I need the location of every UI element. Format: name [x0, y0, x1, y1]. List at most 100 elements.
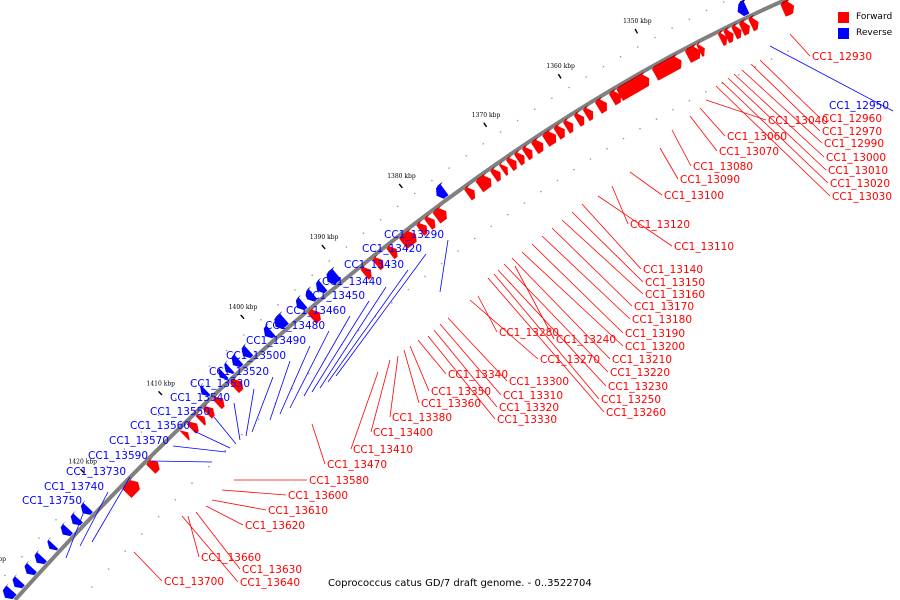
gene-label-cc1-13240[interactable]: CC1_13240 — [556, 334, 616, 346]
forward-gene-arrow[interactable] — [595, 99, 607, 114]
reverse-gene-arrow[interactable] — [2, 585, 17, 600]
reverse-gene-arrow[interactable] — [436, 184, 449, 199]
forward-gene-arrow[interactable] — [563, 120, 574, 134]
forward-gene-arrow[interactable] — [186, 421, 199, 434]
forward-gene-arrow[interactable] — [748, 17, 759, 32]
gene-label-cc1-13740[interactable]: CC1_13740 — [44, 481, 104, 493]
forward-gene-arrow[interactable] — [212, 396, 225, 410]
forward-gene-arrow[interactable] — [432, 208, 447, 224]
forward-gene-arrow[interactable] — [180, 430, 190, 441]
reverse-gene-arrow[interactable] — [24, 563, 37, 576]
reverse-gene-arrow[interactable] — [60, 524, 73, 537]
forward-gene-arrow[interactable] — [609, 91, 621, 106]
forward-gene-arrow[interactable] — [499, 164, 508, 176]
forward-gene-arrow[interactable] — [685, 46, 701, 63]
forward-gene-arrow[interactable] — [782, 2, 793, 16]
gene-label-cc1-13030[interactable]: CC1_13030 — [832, 191, 892, 203]
gene-label-cc1-13660[interactable]: CC1_13660 — [201, 552, 261, 564]
gene-label-cc1-13080[interactable]: CC1_13080 — [693, 161, 753, 173]
gene-label-cc1-13630[interactable]: CC1_13630 — [242, 564, 302, 576]
gene-label-cc1-13260[interactable]: CC1_13260 — [606, 407, 666, 419]
forward-gene-arrow[interactable] — [360, 267, 372, 280]
reverse-gene-arrow[interactable] — [34, 552, 47, 565]
reverse-gene-arrow[interactable] — [218, 368, 229, 380]
gene-label-cc1-12970[interactable]: CC1_12970 — [822, 126, 882, 138]
gene-label-cc1-13220[interactable]: CC1_13220 — [610, 367, 670, 379]
gene-label-cc1-13580[interactable]: CC1_13580 — [309, 475, 369, 487]
reverse-gene-arrow[interactable] — [305, 289, 318, 302]
gene-label-cc1-13470[interactable]: CC1_13470 — [327, 459, 387, 471]
gene-label-cc1-13700[interactable]: CC1_13700 — [164, 576, 224, 588]
forward-gene-arrow[interactable] — [146, 460, 160, 474]
forward-gene-arrow[interactable] — [739, 21, 750, 36]
reverse-gene-arrow[interactable] — [47, 540, 59, 551]
gene-label-cc1-13600[interactable]: CC1_13600 — [288, 490, 348, 502]
forward-gene-arrow[interactable] — [531, 140, 544, 155]
forward-gene-arrow[interactable] — [723, 29, 734, 44]
reverse-gene-arrow[interactable] — [316, 280, 328, 294]
gene-label-cc1-13010[interactable]: CC1_13010 — [828, 165, 888, 177]
gene-label-cc1-12990[interactable]: CC1_12990 — [824, 138, 884, 150]
forward-gene-arrow[interactable] — [386, 246, 398, 260]
gene-label-cc1-13450[interactable]: CC1_13450 — [305, 290, 365, 302]
forward-gene-arrow[interactable] — [307, 309, 321, 324]
gene-label-cc1-13250[interactable]: CC1_13250 — [601, 394, 661, 406]
gene-label-cc1-13160[interactable]: CC1_13160 — [645, 289, 705, 301]
gene-label-cc1-13570[interactable]: CC1_13570 — [109, 435, 169, 447]
reverse-gene-arrow[interactable] — [295, 297, 308, 311]
gene-label-cc1-13620[interactable]: CC1_13620 — [245, 520, 305, 532]
gene-label-cc1-12930[interactable]: CC1_12930 — [812, 51, 872, 63]
forward-gene-arrow[interactable] — [399, 231, 417, 249]
forward-gene-arrow[interactable] — [542, 131, 557, 147]
gene-label-cc1-13500[interactable]: CC1_13500 — [226, 350, 286, 362]
forward-gene-arrow[interactable] — [696, 44, 705, 57]
gene-label-cc1-13750[interactable]: CC1_13750 — [22, 495, 82, 507]
gene-label-cc1-13440[interactable]: CC1_13440 — [322, 276, 382, 288]
gene-label-cc1-13560[interactable]: CC1_13560 — [130, 420, 190, 432]
forward-gene-arrow[interactable] — [718, 33, 728, 46]
forward-gene-arrow[interactable] — [202, 406, 215, 419]
forward-gene-arrow[interactable] — [506, 158, 517, 171]
forward-gene-arrow[interactable] — [122, 480, 140, 498]
reverse-gene-arrow[interactable] — [263, 325, 276, 339]
forward-gene-arrow[interactable] — [582, 108, 594, 122]
gene-label-cc1-13550[interactable]: CC1_13550 — [150, 406, 210, 418]
forward-gene-arrow[interactable] — [731, 25, 742, 40]
gene-label-cc1-13000[interactable]: CC1_13000 — [826, 152, 886, 164]
gene-label-cc1-13360[interactable]: CC1_13360 — [421, 398, 481, 410]
gene-label-cc1-13070[interactable]: CC1_13070 — [719, 146, 779, 158]
gene-label-cc1-13020[interactable]: CC1_13020 — [830, 178, 890, 190]
gene-label-cc1-13120[interactable]: CC1_13120 — [630, 219, 690, 231]
gene-label-cc1-13110[interactable]: CC1_13110 — [674, 241, 734, 253]
forward-gene-arrow[interactable] — [416, 223, 428, 236]
gene-label-cc1-13610[interactable]: CC1_13610 — [268, 505, 328, 517]
forward-gene-arrow[interactable] — [230, 379, 244, 394]
forward-gene-arrow[interactable] — [475, 175, 492, 193]
forward-gene-arrow[interactable] — [522, 147, 533, 161]
gene-label-cc1-13300[interactable]: CC1_13300 — [509, 376, 569, 388]
gene-label-cc1-13480[interactable]: CC1_13480 — [265, 320, 325, 332]
gene-label-cc1-13490[interactable]: CC1_13490 — [246, 335, 306, 347]
gene-label-cc1-13040[interactable]: CC1_13040 — [768, 115, 828, 127]
forward-gene-arrow[interactable] — [652, 56, 682, 81]
reverse-gene-arrow[interactable] — [326, 269, 342, 285]
gene-label-cc1-13280[interactable]: CC1_13280 — [499, 327, 559, 339]
gene-label-cc1-13320[interactable]: CC1_13320 — [499, 402, 559, 414]
forward-gene-arrow[interactable] — [195, 414, 206, 426]
gene-label-cc1-13210[interactable]: CC1_13210 — [612, 354, 672, 366]
reverse-gene-arrow[interactable] — [200, 385, 211, 397]
gene-label-cc1-12950[interactable]: CC1_12950 — [829, 100, 889, 112]
gene-label-cc1-13230[interactable]: CC1_13230 — [608, 381, 668, 393]
gene-label-cc1-13540[interactable]: CC1_13540 — [170, 392, 230, 404]
forward-gene-arrow[interactable] — [424, 217, 436, 230]
gene-label-cc1-13270[interactable]: CC1_13270 — [540, 354, 600, 366]
reverse-gene-arrow[interactable] — [12, 576, 25, 589]
gene-label-cc1-13340[interactable]: CC1_13340 — [448, 369, 508, 381]
gene-label-cc1-13090[interactable]: CC1_13090 — [680, 174, 740, 186]
forward-gene-arrow[interactable] — [464, 187, 476, 201]
reverse-gene-arrow[interactable] — [80, 503, 93, 515]
gene-label-cc1-13310[interactable]: CC1_13310 — [503, 390, 563, 402]
forward-gene-arrow[interactable] — [514, 152, 525, 166]
gene-label-cc1-13100[interactable]: CC1_13100 — [664, 190, 724, 202]
gene-label-cc1-13170[interactable]: CC1_13170 — [634, 301, 694, 313]
